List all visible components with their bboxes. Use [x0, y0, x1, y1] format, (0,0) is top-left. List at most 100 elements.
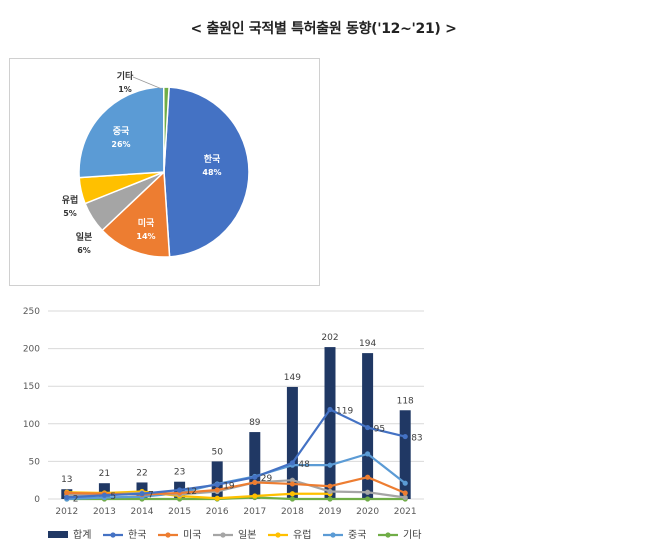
series-point [252, 479, 258, 486]
line-value-label: 83 [411, 434, 422, 444]
line-value-label: 95 [374, 425, 385, 435]
series-point [365, 474, 371, 480]
pie-slice-6 [163, 86, 170, 173]
series-line [66, 490, 330, 500]
legend-marker [385, 532, 391, 538]
bar-value-label: 13 [61, 475, 72, 485]
bar-value-label: 194 [359, 339, 376, 349]
series-point [402, 490, 408, 496]
x-tick-label: 2013 [93, 507, 116, 517]
line-value-label: 2 [73, 494, 79, 504]
pie-slice-label: 유럽 [62, 194, 79, 206]
pie-slice-percent: 6% [77, 246, 91, 255]
bar-total [211, 461, 223, 499]
line-value-label: 29 [261, 474, 273, 484]
pie-slice-percent: 1% [118, 85, 132, 94]
pie-slice-label: 기타 [117, 70, 134, 82]
series-point [252, 474, 258, 480]
bar-value-label: 149 [284, 373, 301, 383]
bar-value-label: 22 [136, 468, 147, 478]
series-point [289, 491, 295, 497]
x-tick-label: 2014 [131, 507, 154, 517]
pie-slice-2 [101, 170, 171, 258]
pie-slice-label: 일본 [76, 231, 93, 243]
series-point [252, 493, 258, 499]
line-value-label: 48 [298, 460, 310, 470]
pie-slice-1 [163, 86, 250, 258]
line-value-label: 5 [110, 492, 116, 502]
series-point [365, 489, 371, 495]
bar-value-label: 21 [99, 469, 110, 479]
line-value-label: 19 [223, 482, 235, 492]
pie-slice-label: 미국 [138, 217, 155, 229]
series-point [327, 488, 333, 495]
x-tick-label: 2012 [55, 507, 78, 517]
series-point [101, 492, 107, 498]
pie-slice-label: 중국 [113, 126, 130, 137]
legend-swatch [48, 531, 68, 538]
bar-total [399, 410, 411, 499]
bar-total [324, 347, 336, 499]
bar-value-label: 23 [174, 468, 185, 478]
pie-slice-percent: 14% [136, 232, 155, 241]
series-point [214, 495, 220, 501]
series-point [289, 496, 295, 502]
series-point [214, 482, 220, 488]
legend-label: 일본 [238, 529, 256, 541]
pie-slice-percent: 48% [202, 168, 221, 177]
line-value-label: 7 [148, 491, 154, 501]
y-tick-label: 200 [23, 345, 40, 355]
legend-label: 한국 [128, 529, 146, 541]
series-point [214, 487, 220, 493]
series-point [327, 462, 333, 468]
series-point [177, 487, 183, 493]
legend-marker [110, 532, 116, 538]
line-value-label: 119 [336, 407, 353, 417]
x-tick-label: 2017 [243, 507, 266, 517]
series-line [66, 408, 406, 499]
x-tick-label: 2021 [394, 507, 417, 517]
legend-label: 중국 [348, 529, 366, 541]
series-point [402, 480, 408, 486]
bar-value-label: 50 [211, 447, 223, 457]
series-point [64, 494, 70, 501]
pie-slice-percent: 26% [111, 140, 130, 149]
series-point [327, 483, 333, 489]
x-tick-label: 2018 [281, 507, 304, 517]
series-point [365, 424, 371, 431]
series-point [64, 490, 70, 496]
y-tick-label: 50 [29, 457, 41, 467]
page-title: < 출원인 국적별 특허출원 동향('12~'21) > [190, 21, 457, 37]
y-tick-label: 100 [23, 420, 40, 430]
legend-label: 유럽 [293, 529, 311, 541]
pie-slice-5 [78, 86, 165, 179]
series-point [289, 481, 295, 487]
series-line [66, 496, 406, 501]
series-point [139, 491, 145, 497]
bar-total [249, 432, 261, 499]
series-point [402, 433, 408, 440]
pie-chart: 한국 48% 미국 14% 일본 6% 유럽 5% 중국 26% 기타 1% [62, 70, 250, 258]
series-point [365, 451, 371, 457]
bar-total [286, 386, 298, 499]
y-tick-label: 0 [34, 495, 40, 505]
x-tick-label: 2016 [206, 507, 229, 517]
legend-marker [165, 532, 171, 538]
x-tick-label: 2015 [168, 507, 191, 517]
legend-marker [220, 532, 226, 538]
series-point [289, 460, 295, 466]
series-point [327, 496, 333, 502]
series-point [402, 494, 408, 501]
y-tick-label: 150 [23, 382, 40, 392]
pie-slice-label: 한국 [204, 153, 221, 165]
pie-slice-percent: 5% [63, 209, 77, 218]
legend-marker [330, 532, 336, 538]
line-value-label: 12 [186, 487, 197, 497]
bar-value-label: 118 [397, 396, 414, 406]
legend-marker [275, 532, 281, 538]
x-tick-label: 2020 [356, 507, 379, 517]
bar-value-label: 202 [321, 333, 338, 343]
combo-chart: 0 50 100 150 200 250 13 21 22 23 50 89 149 202 194 118 2… [23, 307, 424, 541]
bar-value-label: 89 [249, 418, 261, 428]
y-tick-label: 250 [23, 307, 40, 317]
